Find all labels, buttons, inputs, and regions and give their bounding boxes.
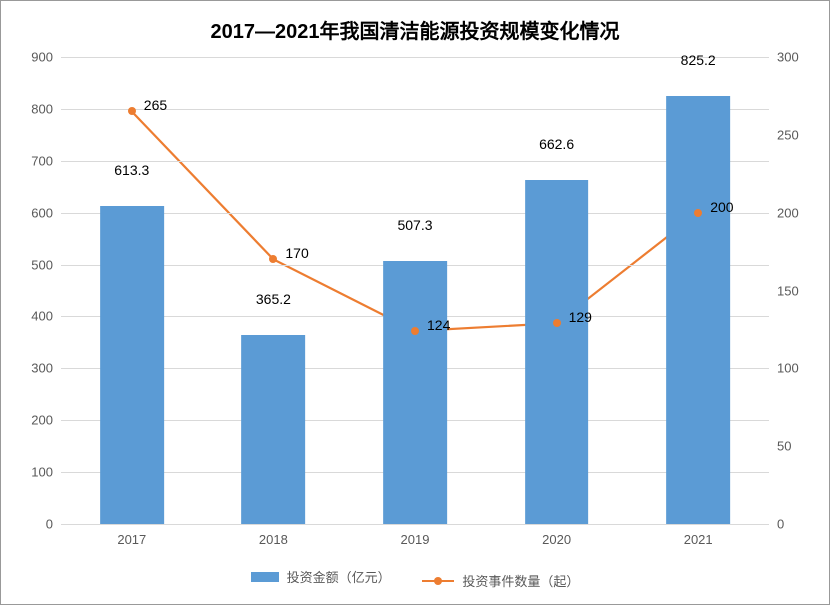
y-right-tick: 50 xyxy=(769,439,819,454)
bar xyxy=(100,206,164,524)
line-marker xyxy=(694,209,702,217)
plot-area: 0100200300400500600700800900050100150200… xyxy=(61,57,769,524)
bar-value: 825.2 xyxy=(681,52,716,74)
line-value: 170 xyxy=(285,245,308,261)
legend-line-swatch xyxy=(422,580,454,582)
y-left-tick: 400 xyxy=(11,309,61,324)
gridline xyxy=(61,57,769,58)
x-tick: 2020 xyxy=(542,524,571,547)
legend-line: 投资事件数量（起） xyxy=(422,571,579,590)
gridline xyxy=(61,161,769,162)
bar xyxy=(666,96,730,524)
line-value: 200 xyxy=(710,199,733,215)
line-value: 124 xyxy=(427,317,450,333)
bar-value: 613.3 xyxy=(114,162,149,184)
bar xyxy=(525,180,589,524)
legend-line-label: 投资事件数量（起） xyxy=(462,571,579,590)
legend-bar-swatch xyxy=(251,572,279,582)
y-left-tick: 100 xyxy=(11,465,61,480)
y-right-tick: 0 xyxy=(769,517,819,532)
gridline xyxy=(61,109,769,110)
y-right-tick: 150 xyxy=(769,283,819,298)
legend-bar: 投资金额（亿元） xyxy=(251,567,391,586)
chart-title: 2017—2021年我国清洁能源投资规模变化情况 xyxy=(1,1,829,44)
bar xyxy=(383,261,447,524)
y-left-tick: 600 xyxy=(11,205,61,220)
x-tick: 2019 xyxy=(401,524,430,547)
y-left-tick: 500 xyxy=(11,257,61,272)
y-left-tick: 300 xyxy=(11,361,61,376)
line-value: 129 xyxy=(569,309,592,325)
line-marker xyxy=(411,327,419,335)
x-tick: 2018 xyxy=(259,524,288,547)
bar-value: 662.6 xyxy=(539,136,574,158)
y-right-tick: 100 xyxy=(769,361,819,376)
x-tick: 2017 xyxy=(117,524,146,547)
legend-bar-label: 投资金额（亿元） xyxy=(287,567,391,586)
line-marker xyxy=(553,319,561,327)
chart-container: 2017—2021年我国清洁能源投资规模变化情况 010020030040050… xyxy=(0,0,830,605)
bar-value: 507.3 xyxy=(397,217,432,239)
legend: 投资金额（亿元） 投资事件数量（起） xyxy=(1,567,829,590)
bar xyxy=(242,335,306,524)
y-right-tick: 200 xyxy=(769,205,819,220)
bar-value: 365.2 xyxy=(256,291,291,313)
gridline xyxy=(61,213,769,214)
line-marker xyxy=(269,255,277,263)
y-left-tick: 200 xyxy=(11,413,61,428)
line-value: 265 xyxy=(144,97,167,113)
y-left-tick: 0 xyxy=(11,517,61,532)
y-left-tick: 700 xyxy=(11,153,61,168)
y-left-tick: 900 xyxy=(11,50,61,65)
x-tick: 2021 xyxy=(684,524,713,547)
y-left-tick: 800 xyxy=(11,101,61,116)
y-right-tick: 250 xyxy=(769,127,819,142)
y-right-tick: 300 xyxy=(769,50,819,65)
line-marker xyxy=(128,107,136,115)
